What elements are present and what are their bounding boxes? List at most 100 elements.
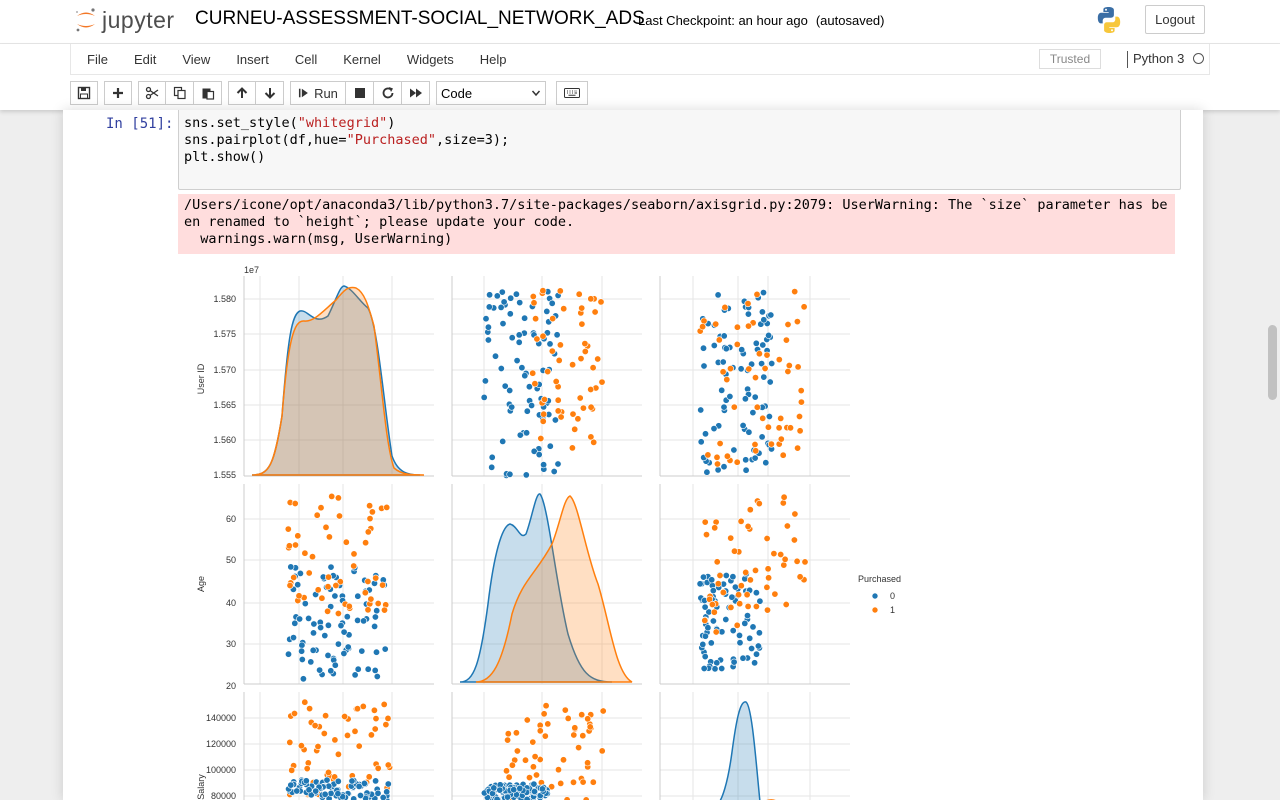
save-button[interactable] xyxy=(70,81,98,105)
page-scrollbar[interactable] xyxy=(1268,325,1277,400)
scatter-point-class-0 xyxy=(730,446,738,454)
code-string: "Purchased" xyxy=(346,132,436,148)
scatter-point-class-1 xyxy=(584,759,592,767)
code-editor[interactable]: sns.set_style("whitegrid") sns.pairplot(… xyxy=(178,110,1181,190)
scatter-point-class-1 xyxy=(797,398,805,406)
scatter-point-class-1 xyxy=(713,558,721,566)
scatter-point-class-0 xyxy=(738,346,746,354)
scatter-point-class-1 xyxy=(548,783,556,791)
scatter-point-class-0 xyxy=(493,795,501,800)
scatter-point-class-1 xyxy=(714,580,722,588)
scatter-point-class-0 xyxy=(760,316,768,324)
scatter-point-class-0 xyxy=(756,597,764,605)
scatter-point-class-1 xyxy=(587,433,595,441)
scatter-point-class-0 xyxy=(758,360,766,368)
scatter-point-class-0 xyxy=(480,393,488,401)
copy-button[interactable] xyxy=(166,81,194,105)
axis-offset-label: 1e7 xyxy=(244,265,259,275)
scatter-point-class-0 xyxy=(321,790,329,798)
command-palette-button[interactable] xyxy=(556,81,588,105)
menu-file[interactable]: File xyxy=(87,51,108,67)
paste-button[interactable] xyxy=(194,81,222,105)
scatter-point-class-1 xyxy=(350,562,358,570)
move-down-button[interactable] xyxy=(256,81,284,105)
arrow-down-icon xyxy=(264,88,275,99)
scatter-point-class-0 xyxy=(718,664,726,672)
scatter-point-class-0 xyxy=(704,624,712,632)
run-label: Run xyxy=(314,85,338,101)
scatter-point-class-0 xyxy=(371,613,379,621)
scatter-point-class-1 xyxy=(325,573,333,581)
legend-title: Purchased xyxy=(858,574,901,584)
scatter-point-class-1 xyxy=(513,747,521,755)
scatter-point-class-1 xyxy=(549,315,557,323)
scatter-point-class-1 xyxy=(779,499,787,507)
code-text: sns.set_style("whitegrid") sns.pairplot(… xyxy=(184,115,509,166)
menu-kernel[interactable]: Kernel xyxy=(343,51,381,67)
logout-button[interactable]: Logout xyxy=(1145,5,1205,34)
scatter-point-class-0 xyxy=(745,428,753,436)
restart-button[interactable] xyxy=(374,81,402,105)
scatter-point-class-0 xyxy=(530,787,538,795)
scatter-point-class-1 xyxy=(744,300,752,308)
interrupt-button[interactable] xyxy=(346,81,374,105)
pairplot-figure: 1.580 1.575 1.570 1.565 1.560 1.555 60 50 40 30 20… xyxy=(196,265,901,800)
scatter-point-class-1 xyxy=(529,369,537,377)
menu-cell[interactable]: Cell xyxy=(294,51,318,67)
scatter-point-class-0 xyxy=(759,341,767,349)
scatter-point-class-1 xyxy=(713,453,721,461)
scatter-point-class-1 xyxy=(345,602,353,610)
scatter-point-class-0 xyxy=(296,569,304,577)
scatter-point-class-1 xyxy=(560,305,568,313)
insert-cell-button[interactable] xyxy=(104,81,132,105)
legend-label: 1 xyxy=(890,605,895,615)
scatter-point-class-1 xyxy=(367,731,375,739)
scatter-point-class-0 xyxy=(348,777,356,785)
menu-help[interactable]: Help xyxy=(479,51,507,67)
scatter-point-class-1 xyxy=(554,407,562,415)
scatter-point-class-0 xyxy=(701,430,709,438)
jupyter-logo[interactable]: jupyter xyxy=(74,6,175,34)
scatter-point-class-1 xyxy=(755,500,763,508)
notebook-title[interactable]: CURNEU-ASSESSMENT-SOCIAL_NETWORK_ADS xyxy=(195,8,645,29)
scatter-point-class-0 xyxy=(512,290,520,298)
scatter-point-class-0 xyxy=(709,617,717,625)
scatter-point-class-1 xyxy=(581,348,589,356)
scatter-point-class-0 xyxy=(741,395,749,403)
code-token: ,size=3); xyxy=(435,132,510,148)
scatter-point-class-1 xyxy=(730,547,738,555)
scatter-point-class-1 xyxy=(344,731,352,739)
scatter-point-class-0 xyxy=(373,672,381,680)
scatter-point-class-1 xyxy=(564,714,572,722)
scatter-point-class-0 xyxy=(525,383,533,391)
scatter-point-class-1 xyxy=(304,759,312,767)
scatter-point-class-1 xyxy=(743,591,751,599)
menu-widgets[interactable]: Widgets xyxy=(406,51,454,67)
scatter-point-class-0 xyxy=(324,621,332,629)
move-up-button[interactable] xyxy=(228,81,256,105)
scatter-point-class-1 xyxy=(700,317,708,325)
scatter-point-class-0 xyxy=(751,659,759,667)
scatter-point-class-1 xyxy=(597,298,605,306)
scatter-point-class-0 xyxy=(360,617,368,625)
scatter-point-class-1 xyxy=(777,435,785,443)
menu-view[interactable]: View xyxy=(182,51,211,67)
scatter-point-class-1 xyxy=(587,403,595,411)
scatter-point-class-0 xyxy=(728,593,736,601)
kde-curve xyxy=(719,701,761,800)
kernel-name[interactable]: Python 3 xyxy=(1133,51,1185,66)
scatter-point-class-0 xyxy=(736,639,744,647)
menu-insert[interactable]: Insert xyxy=(236,51,269,67)
scatter-point-class-0 xyxy=(291,619,299,627)
scatter-point-class-0 xyxy=(510,786,518,794)
cut-button[interactable] xyxy=(138,81,166,105)
trusted-badge[interactable]: Trusted xyxy=(1039,49,1101,69)
run-button[interactable]: Run xyxy=(290,81,346,105)
cut-icon xyxy=(145,86,159,100)
restart-run-all-button[interactable] xyxy=(402,81,430,105)
scatter-point-class-1 xyxy=(794,444,802,452)
menu-edit[interactable]: Edit xyxy=(133,51,157,67)
scatter-point-class-1 xyxy=(548,347,556,355)
scatter-point-class-0 xyxy=(327,563,335,571)
cell-type-select[interactable]: Code xyxy=(436,81,546,105)
